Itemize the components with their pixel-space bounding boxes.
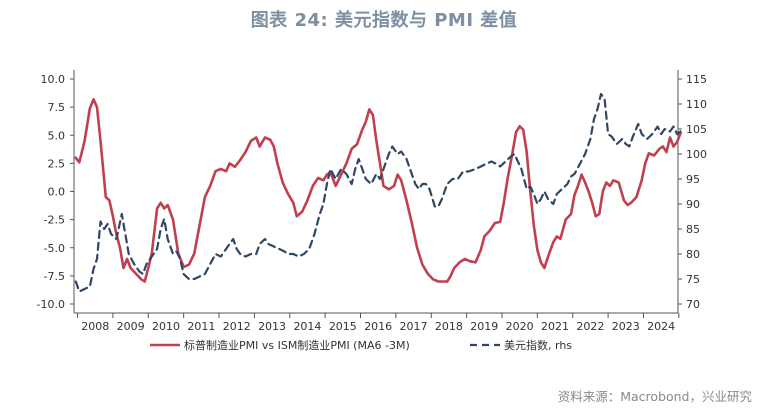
chart-title: 图表 24: 美元指数与 PMI 差值 xyxy=(250,10,518,31)
x-tick-label: 2024 xyxy=(647,320,675,333)
series-line-dollar-index xyxy=(74,92,682,293)
right-tick-label: 105 xyxy=(686,123,707,136)
left-tick-label: 7.5 xyxy=(48,101,66,114)
right-tick-label: 110 xyxy=(686,98,707,111)
left-tick-label: -2.5 xyxy=(44,214,65,227)
right-tick-label: 90 xyxy=(686,198,700,211)
x-tick-label: 2022 xyxy=(576,320,604,333)
x-tick-label: 2019 xyxy=(470,320,498,333)
series-line-pmi-diff xyxy=(74,98,682,283)
x-tick-label: 2013 xyxy=(258,320,286,333)
x-tick-label: 2011 xyxy=(187,320,215,333)
right-tick-label: 80 xyxy=(686,248,700,261)
series-layer xyxy=(74,92,682,293)
legend: 标普制造业PMI vs ISM制造业PMI (MA6 -3M) 美元指数, rhs xyxy=(150,338,572,352)
left-tick-label: 2.5 xyxy=(48,157,66,170)
right-tick-label: 85 xyxy=(686,223,700,236)
left-tick-label: -10.0 xyxy=(37,298,65,311)
x-tick-label: 2017 xyxy=(400,320,428,333)
left-tick-label: -7.5 xyxy=(44,270,65,283)
legend-label-pmi-diff: 标普制造业PMI vs ISM制造业PMI (MA6 -3M) xyxy=(184,338,410,352)
x-tick-label: 2009 xyxy=(117,320,145,333)
x-tick-label: 2012 xyxy=(223,320,251,333)
left-tick-label: 0.0 xyxy=(48,186,66,199)
x-tick-label: 2023 xyxy=(612,320,640,333)
x-tick-label: 2015 xyxy=(329,320,357,333)
right-tick-label: 95 xyxy=(686,173,700,186)
left-axis: 10.0 7.5 5.0 2.5 0.0 -2.5 -5.0 -7.5 -10.0 xyxy=(37,73,74,311)
legend-label-dollar-index: 美元指数, rhs xyxy=(504,338,572,352)
x-tick-label: 2016 xyxy=(364,320,392,333)
right-tick-label: 70 xyxy=(686,298,700,311)
left-tick-label: -5.0 xyxy=(44,242,65,255)
x-tick-label: 2008 xyxy=(81,320,109,333)
left-tick-label: 10.0 xyxy=(41,73,66,86)
right-axis: 115 110 105 100 95 90 85 80 75 70 xyxy=(678,73,707,311)
x-tick-label: 2010 xyxy=(152,320,180,333)
x-tick-label: 2020 xyxy=(506,320,534,333)
x-axis: 2008 2009 2010 2011 2012 2013 2014 2015 2016 2017… xyxy=(77,313,680,333)
x-tick-label: 2021 xyxy=(541,320,569,333)
x-tick-label: 2014 xyxy=(293,320,321,333)
source-note: 资料来源：Macrobond，兴业研究 xyxy=(557,389,752,404)
right-tick-label: 115 xyxy=(686,73,707,86)
right-tick-label: 100 xyxy=(686,148,707,161)
left-tick-label: 5.0 xyxy=(48,129,66,142)
x-tick-label: 2018 xyxy=(435,320,463,333)
right-tick-label: 75 xyxy=(686,273,700,286)
